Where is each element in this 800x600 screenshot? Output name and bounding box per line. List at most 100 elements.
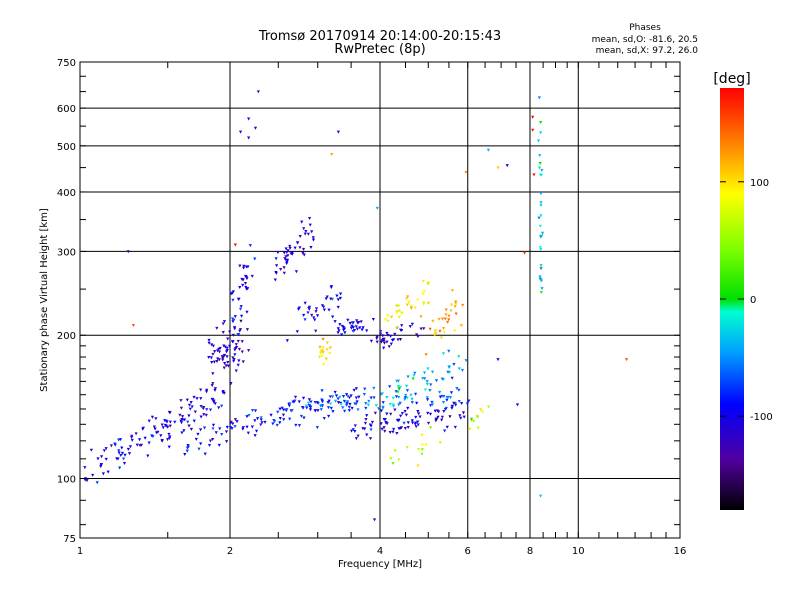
echo-point: [320, 354, 325, 358]
echo-point: [379, 340, 384, 344]
echo-point: [538, 275, 542, 279]
echo-point: [247, 136, 251, 140]
echo-point: [420, 433, 424, 437]
echo-point: [396, 390, 400, 394]
echo-point: [211, 352, 215, 356]
echo-point: [383, 418, 387, 422]
echo-point: [217, 350, 222, 354]
echo-point: [447, 314, 451, 318]
echo-point: [400, 328, 404, 332]
echo-point: [282, 271, 286, 275]
echo-point: [349, 394, 353, 398]
echo-point: [470, 419, 474, 423]
echo-point: [294, 270, 298, 274]
echo-point: [398, 385, 402, 389]
echo-point: [431, 319, 435, 323]
echo-point: [217, 406, 221, 410]
echo-point: [246, 287, 250, 291]
echo-point: [101, 472, 105, 476]
echo-point: [193, 410, 197, 414]
echo-point: [259, 418, 263, 422]
echo-point: [199, 415, 203, 419]
echo-point: [386, 319, 390, 323]
echo-point: [356, 434, 360, 438]
echo-point: [476, 426, 480, 430]
echo-point: [329, 297, 333, 301]
echo-point: [236, 339, 240, 343]
echo-point: [328, 395, 332, 399]
colorbar-label: [deg]: [713, 71, 750, 87]
echo-point: [350, 324, 354, 328]
echo-point: [208, 408, 213, 412]
echo-point: [218, 346, 222, 350]
echo-point: [370, 420, 375, 424]
echo-point: [457, 367, 461, 371]
echo-point: [327, 399, 331, 403]
echo-point: [351, 428, 355, 432]
echo-point: [351, 329, 355, 333]
echo-point: [302, 253, 306, 257]
y-tick-label: 100: [57, 475, 76, 486]
echo-point: [365, 414, 369, 418]
echo-point: [320, 389, 324, 393]
echo-point: [363, 421, 368, 425]
echo-point: [123, 453, 127, 457]
echo-point: [539, 192, 543, 196]
echo-point: [222, 320, 227, 324]
echo-point: [397, 304, 401, 308]
echo-point: [288, 417, 292, 421]
echo-point: [320, 304, 325, 308]
echo-point: [216, 357, 220, 361]
y-tick-label: 500: [57, 142, 76, 153]
y-tick-label: 75: [63, 534, 76, 545]
echo-point: [236, 363, 240, 367]
echo-point: [319, 351, 323, 355]
echo-point: [411, 377, 415, 381]
echo-point: [383, 429, 387, 433]
echo-point: [325, 295, 329, 299]
echo-point: [539, 201, 543, 205]
echo-point: [447, 318, 451, 322]
echo-point: [409, 306, 413, 310]
echo-point: [320, 348, 324, 352]
echo-point: [179, 399, 183, 403]
echo-point: [363, 387, 367, 391]
echo-point: [410, 419, 414, 423]
echo-point: [233, 353, 237, 357]
echo-point: [426, 301, 431, 305]
echo-point: [315, 426, 319, 430]
echo-point: [443, 317, 447, 321]
echo-point: [407, 301, 411, 305]
echo-point: [391, 396, 395, 400]
echo-point: [226, 361, 230, 365]
echo-point: [187, 414, 191, 418]
echo-point: [425, 398, 430, 402]
echo-point: [223, 361, 227, 365]
echo-point: [160, 423, 164, 427]
echo-point: [339, 292, 343, 296]
echo-point: [336, 397, 340, 401]
echo-point: [83, 466, 87, 470]
echo-point: [233, 315, 237, 319]
echo-point: [99, 463, 103, 467]
echo-point: [333, 320, 337, 324]
echo-point: [355, 319, 359, 323]
echo-point: [537, 216, 541, 220]
echo-point: [476, 415, 480, 419]
echo-point: [330, 153, 334, 157]
echo-point: [227, 344, 232, 348]
echo-point: [286, 254, 290, 258]
echo-point: [315, 314, 320, 318]
echo-point: [372, 386, 376, 390]
echo-point: [231, 333, 235, 337]
echo-point: [416, 298, 420, 302]
echo-point: [245, 425, 249, 429]
x-tick-label: 8: [527, 546, 533, 557]
echo-point: [454, 403, 458, 407]
echo-point: [386, 314, 390, 318]
echo-point: [189, 400, 193, 404]
echo-point: [165, 438, 170, 442]
echo-point: [274, 271, 278, 275]
echo-point: [344, 393, 349, 397]
echo-point: [414, 425, 418, 429]
